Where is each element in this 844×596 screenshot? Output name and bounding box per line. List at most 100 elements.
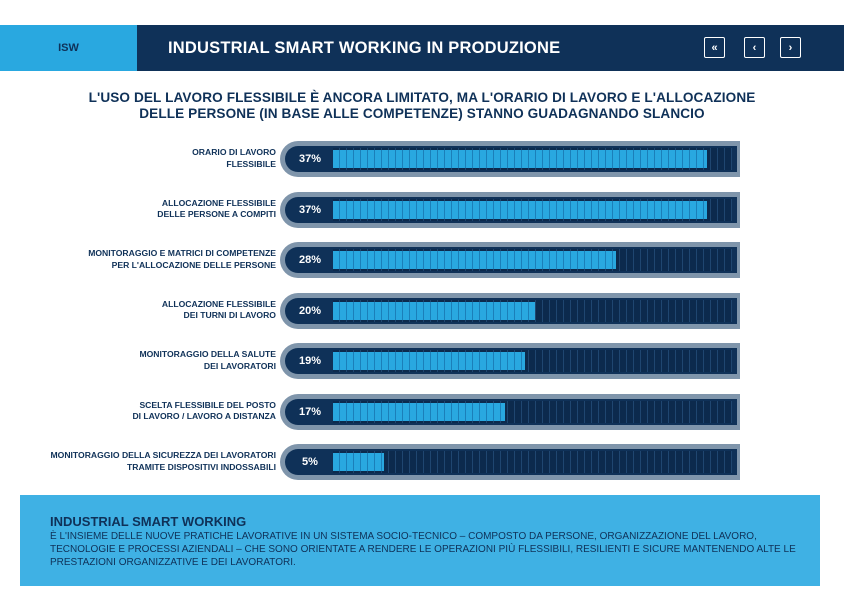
bar-segment — [536, 400, 543, 423]
bar-label-line: MONITORAGGIO DELLA SALUTE — [139, 349, 276, 359]
bar-segment — [445, 451, 452, 473]
bar-fill — [333, 453, 384, 471]
bar-inner: 37% — [285, 146, 737, 172]
bar-inner: 37% — [285, 196, 737, 223]
bar-segment — [634, 350, 641, 372]
bar-segment — [564, 350, 571, 372]
bar-value-label: 19% — [298, 355, 322, 367]
bar-value-label: 5% — [302, 456, 318, 468]
bar-label-line: FLESSIBILE — [226, 158, 276, 169]
bar-segment — [613, 451, 620, 473]
bar-segment — [585, 350, 592, 372]
bar-segment — [627, 350, 634, 372]
bar-label: ALLOCAZIONE FLESSIBILE DELLE PERSONE A CO… — [0, 198, 276, 221]
bar-segment — [508, 451, 515, 473]
bar-label-line: DI LAVORO / LAVORO A DISTANZA — [132, 411, 276, 421]
bar-track: 17% — [280, 393, 740, 430]
bar-inner: 5% — [285, 449, 737, 475]
bar-segment — [669, 249, 676, 271]
bar-segment — [725, 451, 732, 473]
bar-label-line: MONITORAGGIO DELLA SICUREZZA DEI LAVORAT… — [50, 450, 276, 460]
bar-segment — [718, 350, 725, 372]
bar-segment — [704, 249, 711, 271]
bar-segment — [669, 400, 676, 423]
bar-segment — [676, 400, 683, 423]
bar-segment — [438, 451, 445, 473]
bar-segment — [704, 451, 711, 473]
bar-fill-pattern — [333, 352, 525, 370]
bar-segment — [704, 400, 711, 423]
bar-segment — [641, 400, 648, 423]
bar-segment — [557, 350, 564, 372]
bar-segment — [662, 400, 669, 423]
bar-segment — [599, 350, 606, 372]
bar-segment — [620, 400, 627, 423]
bar-segment — [515, 451, 522, 473]
definition-text: È L'INSIEME DELLE NUOVE PRATICHE LAVORAT… — [50, 531, 796, 568]
bar-track: 37% — [280, 191, 740, 228]
bar-segment — [662, 249, 669, 271]
bar-segment — [606, 451, 613, 473]
bar-label: MONITORAGGIO E MATRICI DI COMPETENZE PER … — [0, 248, 276, 271]
bar-label: MONITORAGGIO DELLA SALUTE DEI LAVORATORI — [0, 349, 276, 372]
bar-segment — [613, 249, 620, 271]
bar-segment — [669, 350, 676, 372]
bar-segment — [431, 451, 438, 473]
bar-segment — [536, 299, 543, 322]
bar-segment — [718, 451, 725, 473]
bar-segment — [683, 249, 690, 271]
bar-segment — [620, 350, 627, 372]
bar-value-label: 37% — [298, 153, 322, 165]
bar-segment — [662, 350, 669, 372]
bar-segment — [648, 400, 655, 423]
bar-fill-pattern — [333, 402, 505, 421]
bar-segment — [515, 400, 522, 423]
next-page-button[interactable]: › — [780, 37, 801, 58]
bar-segment — [585, 299, 592, 322]
bar-segment — [711, 350, 718, 372]
bar-segment — [536, 350, 543, 372]
bar-segment — [634, 400, 641, 423]
bar-segment — [557, 299, 564, 322]
bar-segment — [662, 299, 669, 322]
bar-segment — [711, 198, 718, 221]
bar-segment — [613, 400, 620, 423]
bar-segment — [704, 299, 711, 322]
previous-page-button[interactable]: ‹ — [744, 37, 765, 58]
bar-segment — [529, 451, 536, 473]
bar-segment — [718, 249, 725, 271]
bar-segment — [697, 299, 704, 322]
bar-segment — [620, 451, 627, 473]
bar-segment — [676, 299, 683, 322]
bar-segment — [711, 249, 718, 271]
bar-segment — [487, 451, 494, 473]
bar-segment — [711, 400, 718, 423]
first-page-button[interactable]: « — [704, 37, 725, 58]
bar-label-line: ALLOCAZIONE FLESSIBILE — [161, 298, 276, 309]
bar-segment — [592, 350, 599, 372]
bar-segment — [480, 451, 487, 473]
bar-segment — [655, 249, 662, 271]
bar-segment — [655, 299, 662, 322]
bar-fill — [333, 352, 525, 370]
bar-segment — [704, 148, 711, 170]
bar-segment — [599, 299, 606, 322]
headline-line-2: DELLE PERSONE (IN BASE ALLE COMPETENZE) … — [139, 106, 705, 121]
bar-segment — [543, 350, 550, 372]
bar-segment — [564, 451, 571, 473]
bar-segment — [711, 299, 718, 322]
bar-segment — [725, 400, 732, 423]
bar-segment — [522, 451, 529, 473]
bar-segment — [725, 350, 732, 372]
bar-segment — [718, 299, 725, 322]
bar-label-line: ORARIO DI LAVORO — [192, 147, 276, 157]
bar-segment — [543, 299, 550, 322]
bar-segment — [711, 148, 718, 170]
bar-segment — [627, 451, 634, 473]
header-bar: ISW INDUSTRIAL SMART WORKING IN PRODUZIO… — [0, 25, 844, 71]
bar-segment — [529, 350, 536, 372]
bar-label-line: MONITORAGGIO E MATRICI DI COMPETENZE — [88, 248, 276, 258]
bar-track: 28% — [280, 242, 740, 278]
bar-segment — [536, 451, 543, 473]
